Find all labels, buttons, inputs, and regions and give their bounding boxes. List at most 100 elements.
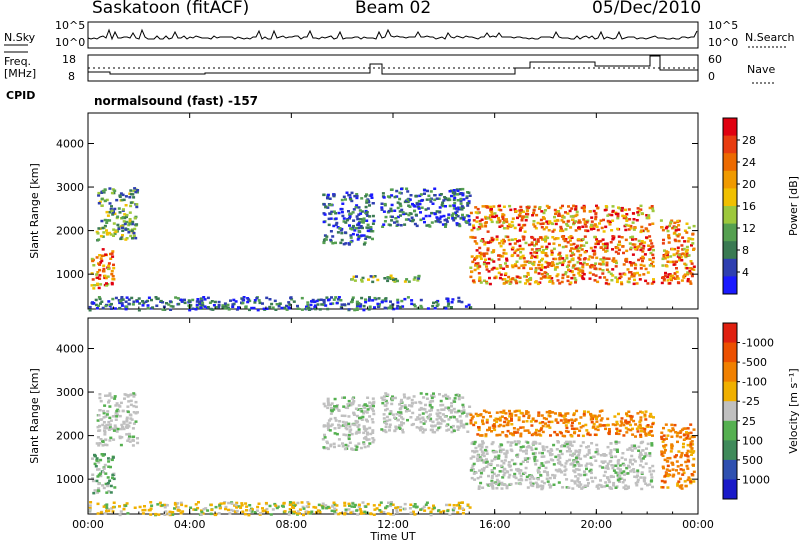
data-cell — [679, 468, 683, 471]
data-cell — [595, 240, 599, 243]
data-cell — [640, 411, 644, 414]
data-cell — [363, 241, 367, 244]
data-cell — [664, 252, 668, 256]
data-cell — [587, 445, 590, 448]
data-cell — [537, 433, 541, 436]
data-cell — [387, 209, 391, 213]
data-cell — [435, 418, 439, 421]
data-cell — [561, 214, 565, 218]
data-cell — [204, 507, 208, 510]
data-cell — [530, 248, 534, 251]
data-cell — [133, 227, 137, 231]
data-cell — [646, 271, 650, 274]
data-cell — [546, 261, 550, 265]
data-cell — [203, 305, 207, 308]
data-cell — [574, 214, 578, 218]
data-cell — [485, 252, 489, 255]
data-cell — [509, 281, 513, 284]
data-cell — [556, 458, 560, 462]
data-cell — [610, 487, 614, 490]
data-cell — [429, 200, 433, 203]
data-cell — [614, 212, 618, 216]
data-cell — [348, 504, 351, 507]
data-cell — [585, 220, 589, 224]
data-cell — [454, 211, 457, 215]
data-cell — [432, 504, 435, 507]
data-cell — [438, 206, 442, 209]
data-cell — [478, 223, 482, 226]
data-cell — [328, 212, 332, 215]
data-cell — [113, 212, 117, 215]
data-cell — [491, 474, 494, 478]
data-cell — [343, 396, 346, 399]
data-cell — [136, 437, 139, 440]
data-cell — [622, 463, 626, 467]
data-cell — [645, 447, 648, 450]
data-cell — [544, 260, 548, 264]
data-cell — [98, 277, 102, 280]
data-cell — [388, 425, 392, 429]
data-cell — [541, 451, 544, 455]
data-cell — [257, 299, 261, 302]
data-cell — [569, 243, 573, 246]
data-cell — [490, 476, 494, 479]
data-cell — [517, 409, 521, 413]
data-cell — [675, 454, 678, 457]
data-cell — [329, 302, 333, 306]
data-cell — [527, 457, 531, 460]
data-cell — [586, 478, 590, 481]
data-cell — [389, 207, 393, 211]
data-cell — [498, 433, 502, 437]
data-cell — [341, 442, 344, 445]
data-cell — [682, 427, 686, 430]
data-cell — [466, 202, 470, 205]
data-cell — [500, 224, 504, 227]
data-cell — [518, 472, 522, 475]
data-cell — [531, 442, 535, 445]
data-cell — [365, 235, 369, 238]
data-cell — [400, 187, 403, 191]
data-cell — [113, 207, 117, 211]
data-cell — [616, 212, 620, 216]
data-cell — [595, 225, 599, 228]
data-cell — [419, 508, 423, 511]
data-cell — [355, 194, 359, 198]
data-cell — [447, 216, 450, 220]
data-cell — [492, 260, 496, 263]
data-cell — [559, 206, 563, 210]
data-cell — [332, 210, 336, 213]
data-cell — [498, 416, 502, 420]
data-cell — [99, 257, 103, 260]
data-cell — [481, 415, 485, 419]
data-cell — [522, 472, 525, 475]
data-cell — [370, 407, 374, 411]
data-cell — [486, 217, 490, 220]
data-cell — [124, 228, 128, 231]
data-cell — [686, 273, 689, 276]
data-cell — [531, 482, 535, 485]
data-cell — [487, 262, 491, 265]
data-cell — [351, 298, 354, 301]
data-cell — [125, 237, 129, 240]
data-cell — [424, 208, 428, 211]
data-cell — [401, 428, 404, 432]
data-cell — [629, 227, 633, 230]
data-cell — [103, 463, 107, 467]
data-cell — [384, 215, 388, 219]
data-cell — [578, 254, 582, 257]
data-cell — [599, 419, 603, 422]
data-cell — [268, 504, 272, 508]
data-cell — [482, 409, 486, 412]
data-cell — [533, 244, 536, 247]
data-cell — [366, 214, 370, 217]
data-cell — [625, 421, 629, 424]
data-cell — [561, 245, 565, 249]
data-cell — [168, 510, 172, 514]
data-cell — [570, 479, 574, 482]
data-cell — [578, 422, 581, 425]
data-cell — [501, 215, 505, 219]
data-cell — [228, 512, 232, 515]
data-cell — [571, 218, 575, 221]
data-cell — [502, 248, 506, 252]
data-cell — [306, 301, 310, 304]
